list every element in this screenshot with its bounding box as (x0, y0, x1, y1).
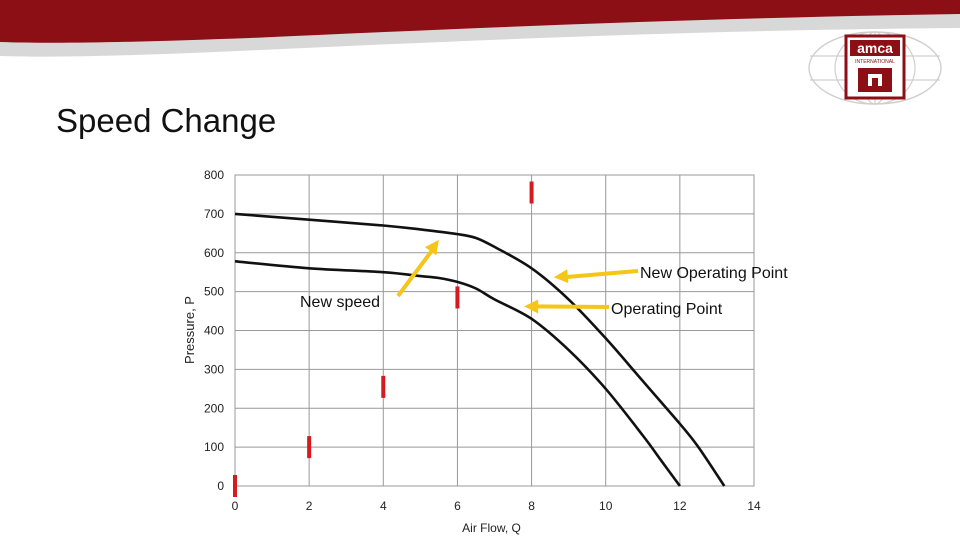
x-tick-label: 12 (673, 499, 687, 513)
arrowhead-operating-point (524, 299, 539, 314)
annotation-new-speed: New speed (300, 294, 380, 311)
logo-subtext: INTERNATIONAL (855, 59, 895, 65)
x-tick-label: 6 (454, 499, 461, 513)
slide-title: Speed Change (56, 102, 277, 139)
annotation-operating-point: Operating Point (611, 301, 723, 318)
y-tick-label: 0 (217, 479, 224, 493)
y-tick-label: 300 (204, 362, 224, 376)
fan-curve-original (234, 260, 681, 487)
system-marker (529, 181, 534, 204)
system-marker (233, 475, 237, 497)
banner-red (0, 0, 960, 43)
x-axis-label: Air Flow, Q (462, 521, 521, 535)
arrowhead-new-speed (424, 239, 439, 256)
system-marker (307, 436, 312, 459)
system-marker (455, 286, 460, 309)
x-tick-label: 2 (306, 499, 313, 513)
arrowhead-new-operating-point (553, 269, 569, 284)
y-tick-label: 200 (204, 401, 224, 415)
fan-curve-new-speed (234, 212, 726, 487)
y-tick-label: 500 (204, 285, 224, 299)
amca-logo: amca INTERNATIONAL (808, 31, 942, 105)
y-tick-label: 400 (204, 324, 224, 338)
annotation-new-operating-point: New Operating Point (640, 265, 788, 282)
logo-text: amca (857, 40, 893, 56)
y-tick-label: 600 (204, 246, 224, 260)
x-tick-label: 4 (380, 499, 387, 513)
y-tick-label: 800 (204, 168, 224, 182)
arrow-new-operating-point (563, 269, 639, 280)
y-axis-label: Pressure, P (182, 296, 197, 364)
arrow-new-speed (396, 246, 436, 298)
y-tick-label: 100 (204, 440, 224, 454)
x-tick-label: 14 (747, 499, 761, 513)
system-marker (381, 375, 386, 398)
x-tick-label: 8 (528, 499, 535, 513)
header-banner (0, 0, 960, 80)
x-tick-label: 0 (232, 499, 239, 513)
y-tick-label: 700 (204, 207, 224, 221)
x-tick-label: 10 (599, 499, 613, 513)
arrow-operating-point (534, 304, 610, 309)
